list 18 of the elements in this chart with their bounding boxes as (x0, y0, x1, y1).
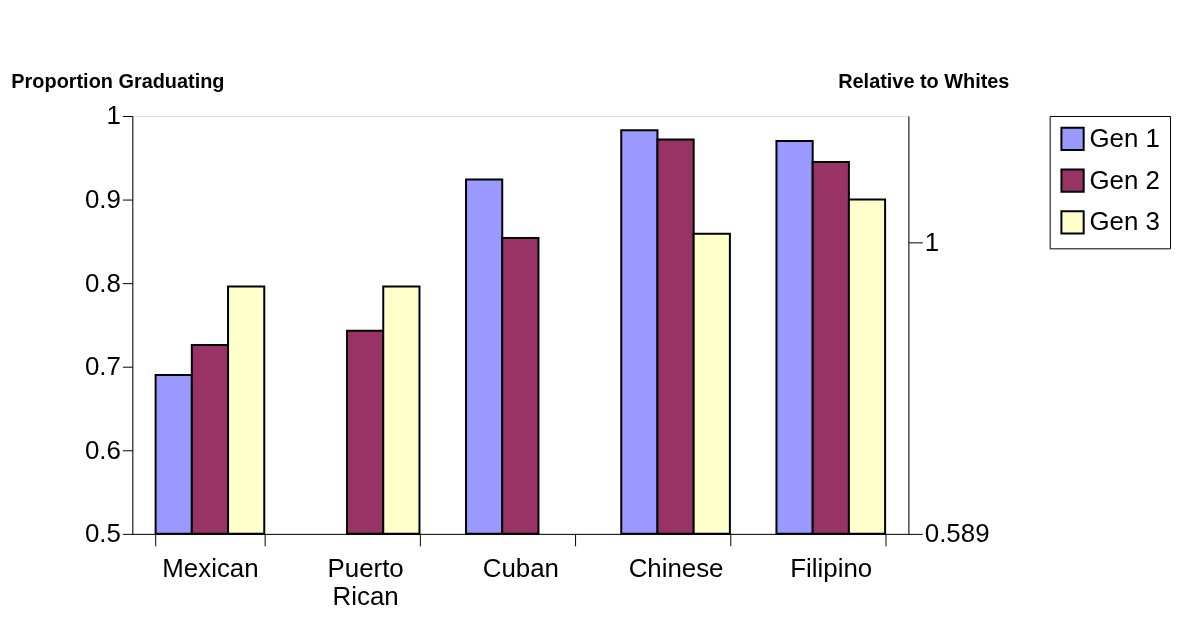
y-tick-label: 0.7 (84, 352, 121, 381)
y2-tick-label: 1 (924, 227, 940, 256)
y2-tick-label: 0.589 (924, 519, 990, 548)
y-tick-label: 1 (106, 101, 121, 130)
y2-axis-title: Relative to Whites (838, 69, 1010, 92)
x-tick-label: Puerto Rican (327, 554, 404, 610)
y-tick-label: 0.5 (84, 519, 121, 548)
legend-label: Gen 2 (1089, 165, 1160, 194)
legend-label: Gen 3 (1089, 207, 1160, 236)
x-tick-label: Mexican (162, 554, 259, 583)
y-tick-label: 0.9 (84, 185, 121, 214)
x-tick-label: Cuban (482, 554, 559, 583)
x-tick-label: Filipino (790, 554, 873, 583)
y-axis-title: Proportion Graduating (11, 69, 225, 92)
legend-label: Gen 1 (1089, 123, 1160, 152)
y-tick-label: 0.6 (84, 435, 121, 464)
y-tick-label: 0.8 (84, 268, 121, 297)
x-tick-label: Chinese (628, 554, 724, 583)
